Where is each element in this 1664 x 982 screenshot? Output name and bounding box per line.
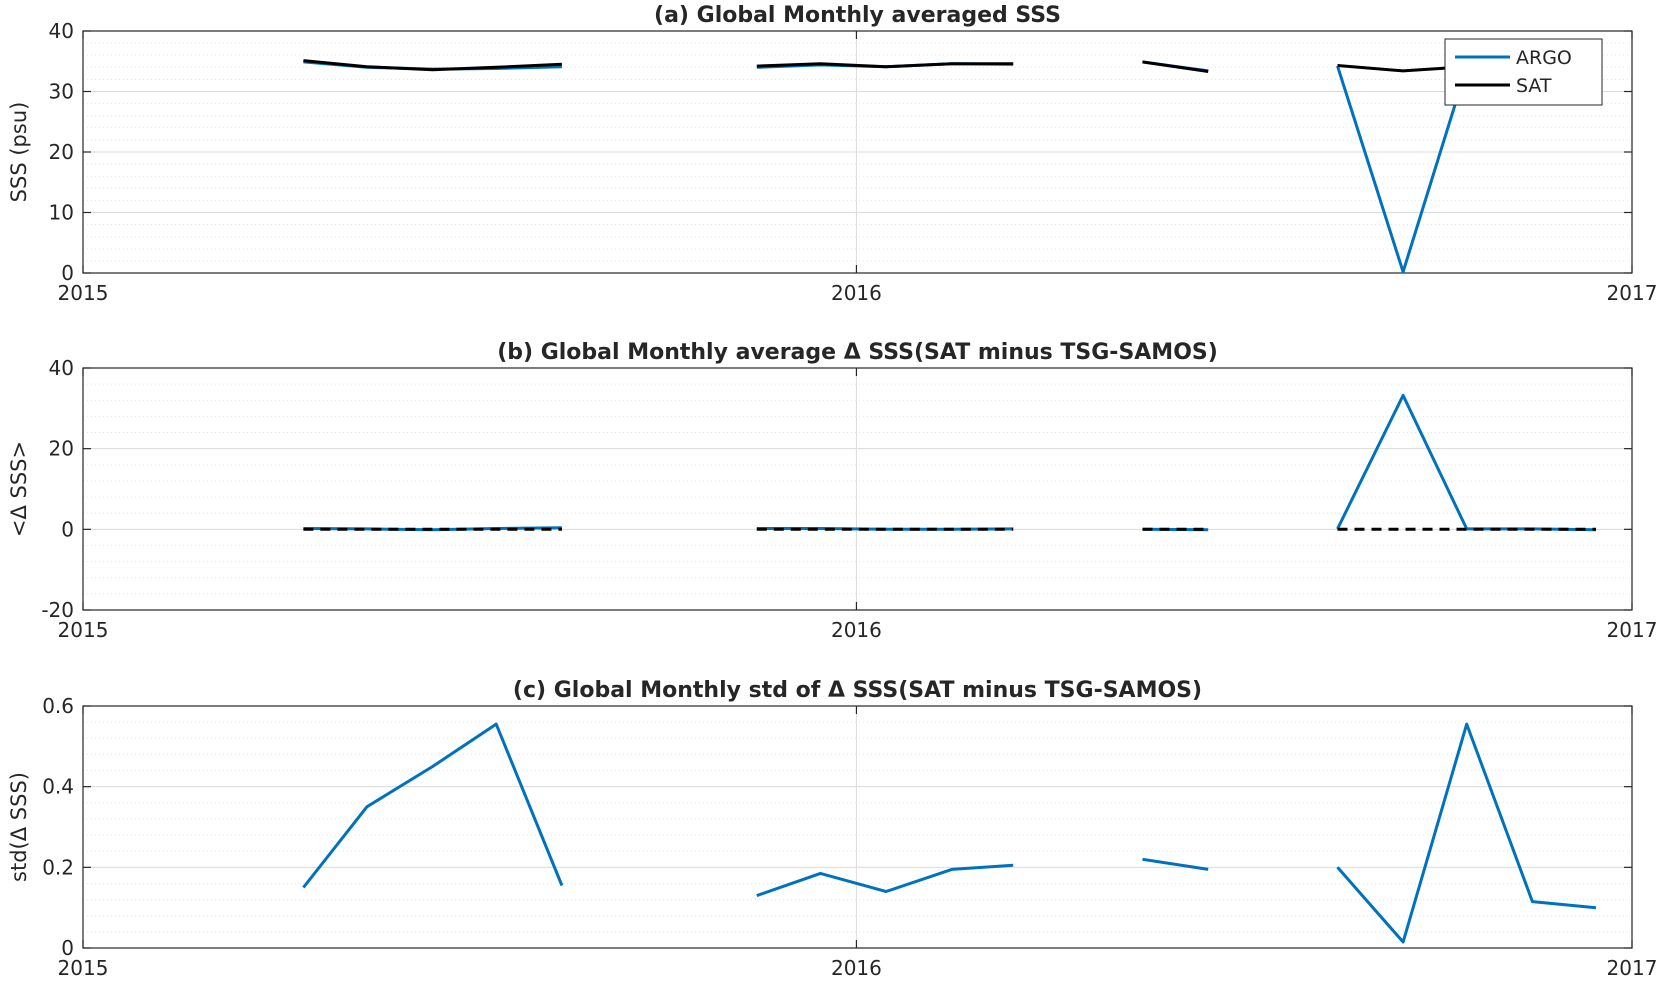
chart-title: (a) Global Monthly averaged SSS	[654, 3, 1061, 28]
y-axis-label: <Δ SSS>	[7, 441, 31, 537]
x-tick-label: 2015	[58, 281, 109, 305]
x-tick-label: 2016	[831, 281, 882, 305]
y-tick-label: 40	[49, 356, 74, 380]
series-line-segment	[303, 59, 562, 72]
series-line	[303, 393, 1597, 532]
x-tick-label: 2015	[58, 956, 109, 980]
y-tick-label: 0.2	[42, 855, 74, 879]
x-tick-label: 2015	[58, 618, 109, 642]
y-tick-label: 20	[49, 437, 74, 461]
axes-box	[82, 705, 1633, 949]
y-tick-label: 0	[61, 936, 74, 960]
panel-b: -20 0 20 40 2015 2016 2017 (b) Global Monthly a…	[7, 340, 1657, 642]
x-tick-label: 2016	[831, 618, 882, 642]
x-tick-label: 2016	[831, 956, 882, 980]
series-line-segment	[302, 722, 564, 889]
series-line-segment	[1336, 393, 1597, 532]
y-tick-label: 10	[49, 201, 74, 225]
x-tick-label: 2017	[1607, 281, 1658, 305]
y-tick-label: 0.4	[42, 775, 74, 799]
y-tick-label: 0	[61, 261, 74, 285]
y-tick-label: 0	[61, 517, 74, 541]
chart-title: (c) Global Monthly std of Δ SSS(SAT minu…	[513, 678, 1202, 703]
legend-label-sat: SAT	[1516, 75, 1552, 97]
series-line-segment	[1336, 722, 1597, 944]
series-line	[302, 722, 1597, 944]
y-tick-label: 20	[49, 140, 74, 164]
y-tick-label: 40	[49, 19, 74, 43]
y-tick-label: -20	[41, 598, 74, 622]
legend-label-argo: ARGO	[1516, 47, 1572, 69]
panel-c: 0 0.2 0.4 0.6 2015 2016 2017 (c) Global Monthly…	[7, 678, 1657, 980]
series-line-segment	[1142, 857, 1209, 871]
y-axis-label: std(Δ SSS)	[7, 772, 31, 882]
series-line-segment	[1142, 60, 1209, 73]
x-tick-label: 2017	[1607, 956, 1658, 980]
legend: ARGO SAT	[1444, 38, 1603, 106]
chart-title: (b) Global Monthly average Δ SSS(SAT min…	[497, 340, 1218, 365]
series-line-segment	[756, 62, 1014, 69]
panel-a: 0 10 20 30 40 2015 2016 2017 (a) Global Monthly …	[7, 3, 1657, 305]
y-tick-label: 0.6	[42, 694, 74, 718]
legend-box	[1444, 38, 1603, 106]
axes-box	[82, 367, 1633, 611]
y-axis-label: SSS (psu)	[7, 102, 31, 203]
x-tick-label: 2017	[1607, 618, 1658, 642]
series-argo	[303, 60, 1597, 274]
series-line-segment	[756, 863, 1014, 898]
y-tick-label: 30	[49, 80, 74, 104]
